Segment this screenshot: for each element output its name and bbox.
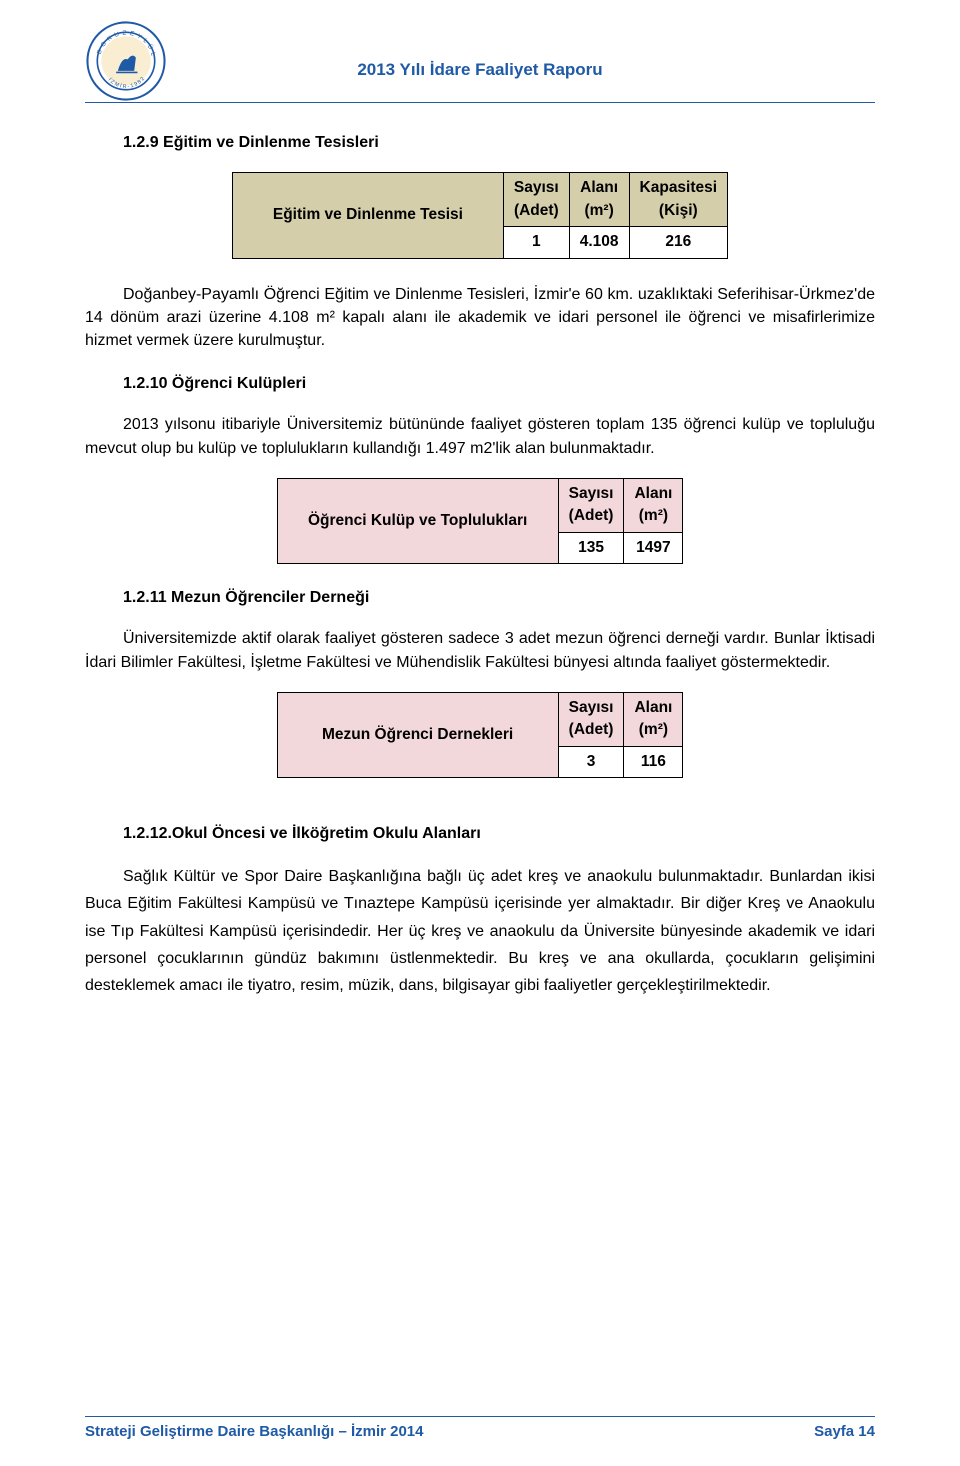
para-1-2-12: Sağlık Kültür ve Spor Daire Başkanlığına…	[85, 863, 875, 999]
t2-h2: Alanı(m²)	[624, 478, 683, 532]
t3-v2: 116	[624, 746, 683, 777]
t3-h1: Sayısı(Adet)	[558, 692, 624, 746]
t1-label: Eğitim ve Dinlenme Tesisi	[232, 173, 503, 258]
t3-h2: Alanı(m²)	[624, 692, 683, 746]
para-1-2-10: 2013 yılsonu itibariyle Üniversitemiz bü…	[85, 413, 875, 459]
university-logo: D O K U Z E Y L Ü L İ Z M İ R - 1 9 8 2	[85, 20, 167, 102]
page-header: D O K U Z E Y L Ü L İ Z M İ R - 1 9 8 2 …	[85, 20, 875, 102]
t2-v2: 1497	[624, 532, 683, 563]
para-1-2-11: Üniversitemizde aktif olarak faaliyet gö…	[85, 627, 875, 673]
t3-label: Mezun Öğrenci Dernekleri	[277, 692, 558, 777]
t1-v1: 1	[503, 227, 569, 258]
t2-label: Öğrenci Kulüp ve Toplulukları	[277, 478, 558, 563]
t1-h3: Kapasitesi(Kişi)	[629, 173, 728, 227]
heading-1-2-9: 1.2.9 Eğitim ve Dinlenme Tesisleri	[85, 131, 875, 154]
heading-1-2-10: 1.2.10 Öğrenci Kulüpleri	[85, 372, 875, 395]
table-ogrenci-kulup: Öğrenci Kulüp ve Toplulukları Sayısı(Ade…	[277, 478, 684, 564]
t1-v3: 216	[629, 227, 728, 258]
t1-v2: 4.108	[569, 227, 629, 258]
heading-1-2-11: 1.2.11 Mezun Öğrenciler Derneği	[85, 586, 875, 609]
footer-right: Sayfa 14	[814, 1423, 875, 1440]
page-content: 1.2.9 Eğitim ve Dinlenme Tesisleri Eğiti…	[85, 131, 875, 999]
para-1-2-9: Doğanbey-Payamlı Öğrenci Eğitim ve Dinle…	[85, 283, 875, 353]
t3-v1: 3	[558, 746, 624, 777]
table-egitim-dinlenme: Eğitim ve Dinlenme Tesisi Sayısı(Adet) A…	[232, 172, 728, 258]
t1-h1: Sayısı(Adet)	[503, 173, 569, 227]
t2-h1: Sayısı(Adet)	[558, 478, 624, 532]
t1-h2: Alanı(m²)	[569, 173, 629, 227]
t2-v1: 135	[558, 532, 624, 563]
table-mezun-dernek: Mezun Öğrenci Dernekleri Sayısı(Adet) Al…	[277, 692, 684, 778]
header-divider	[85, 102, 875, 103]
footer-divider	[85, 1416, 875, 1417]
heading-1-2-12: 1.2.12.Okul Öncesi ve İlköğretim Okulu A…	[85, 822, 875, 845]
footer-left: Strateji Geliştirme Daire Başkanlığı – İ…	[85, 1423, 424, 1440]
page-footer: Strateji Geliştirme Daire Başkanlığı – İ…	[85, 1416, 875, 1440]
report-title: 2013 Yılı İdare Faaliyet Raporu	[357, 60, 602, 80]
